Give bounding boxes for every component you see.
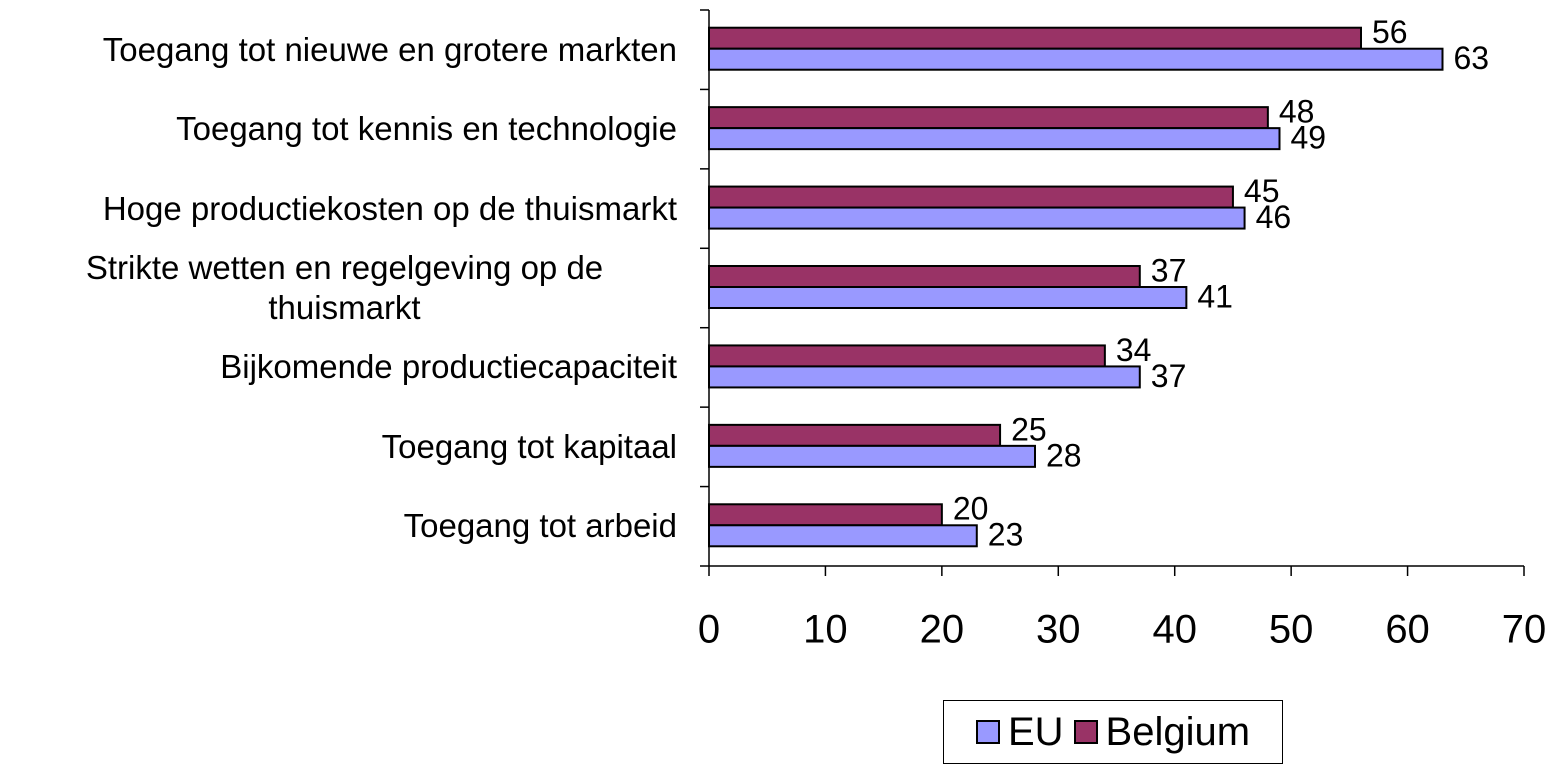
bar — [708, 423, 1002, 447]
y-tick-label-box: Toegang tot kennis en technologie — [0, 89, 677, 169]
legend: EU Belgium — [943, 700, 1283, 764]
data-label: 46 — [1256, 199, 1292, 235]
bar — [708, 206, 1246, 230]
legend-swatch — [1073, 720, 1098, 744]
data-label: 48 — [1279, 94, 1315, 130]
data-label: 23 — [988, 517, 1024, 553]
bar — [708, 365, 1141, 389]
data-label: 45 — [1244, 173, 1280, 209]
y-tick-label: Hoge productiekosten op de thuismarkt — [102, 189, 677, 227]
x-tick-label: 40 — [1152, 608, 1197, 652]
y-tick-label-box: Strikte wetten en regelgeving op de thui… — [0, 248, 677, 328]
bar — [708, 344, 1106, 368]
legend-swatch — [975, 720, 1000, 744]
x-tick-label: 70 — [1502, 608, 1547, 652]
y-tick-label: Toegang tot kapitaal — [381, 427, 677, 465]
y-tick-label: Strikte wetten en regelgeving op de thui… — [85, 249, 604, 326]
x-tick-label: 10 — [803, 608, 848, 652]
y-tick-label: Bijkomende productiecapaciteit — [220, 348, 677, 386]
y-tick-label-box: Toegang tot nieuwe en grotere markten — [0, 10, 677, 90]
legend-item: Belgium — [1073, 709, 1251, 755]
legend-label: Belgium — [1105, 709, 1251, 754]
bar — [708, 47, 1444, 71]
bar — [708, 286, 1188, 309]
data-label: 63 — [1454, 40, 1490, 76]
bar — [708, 265, 1141, 288]
data-label: 28 — [1046, 437, 1082, 473]
y-tick-label: Toegang tot kennis en technologie — [176, 110, 677, 148]
bar — [708, 106, 1269, 130]
legend-item: EU — [975, 709, 1064, 755]
y-tick-label-box: Hoge productiekosten op de thuismarkt — [0, 169, 677, 249]
bar — [708, 26, 1362, 50]
bar — [708, 127, 1281, 151]
bar — [708, 503, 943, 527]
bar — [708, 524, 978, 548]
y-tick-label: Toegang tot nieuwe en grotere markten — [102, 30, 677, 68]
data-label: 37 — [1151, 358, 1187, 394]
x-tick-label: 30 — [1036, 608, 1081, 652]
data-label: 56 — [1372, 14, 1408, 50]
x-tick-label: 0 — [698, 608, 720, 652]
bar — [708, 185, 1234, 209]
x-tick-label: 20 — [920, 608, 965, 652]
x-tick-label: 60 — [1385, 608, 1430, 652]
y-tick-label-box: Toegang tot arbeid — [0, 486, 677, 566]
data-label: 49 — [1291, 120, 1327, 156]
legend-label: EU — [1007, 709, 1064, 754]
y-tick-label-box: Bijkomende productiecapaciteit — [0, 327, 677, 407]
data-label: 37 — [1151, 252, 1187, 288]
bar — [708, 444, 1036, 468]
data-label: 41 — [1197, 278, 1233, 314]
y-tick-label: Toegang tot arbeid — [403, 507, 677, 545]
data-label: 34 — [1116, 332, 1152, 368]
x-tick-label: 50 — [1269, 608, 1314, 652]
y-tick-label-box: Toegang tot kapitaal — [0, 407, 677, 487]
data-label: 25 — [1011, 411, 1047, 447]
data-label: 20 — [953, 491, 989, 527]
